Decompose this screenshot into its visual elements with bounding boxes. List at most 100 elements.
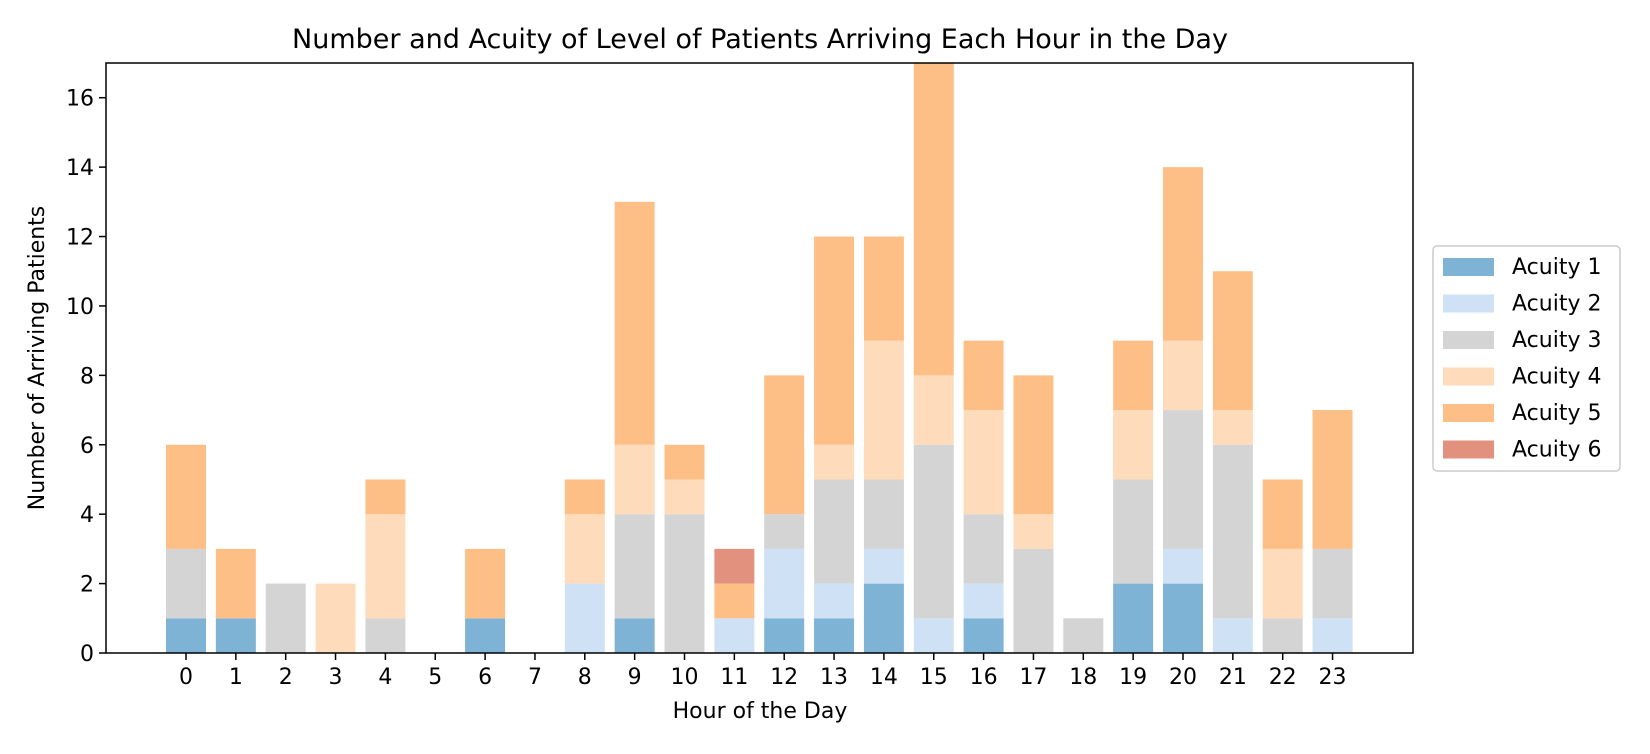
- legend-label-acuity-2: Acuity 2: [1512, 292, 1601, 317]
- bar-hour-12-acuity-5: [764, 375, 805, 515]
- bar-hour-0-acuity-3: [166, 548, 206, 619]
- bar-hour-22-acuity-5: [1262, 479, 1303, 549]
- bar-hour-11-acuity-2: [714, 618, 755, 653]
- legend-label-acuity-6: Acuity 6: [1512, 438, 1601, 463]
- legend-label-acuity-4: Acuity 4: [1512, 365, 1601, 390]
- y-tick-label: 0: [80, 642, 94, 667]
- bar-hour-9-acuity-5: [614, 201, 655, 445]
- bar-hour-0-acuity-5: [166, 444, 206, 549]
- bar-hour-8-acuity-5: [564, 479, 605, 515]
- x-tick-label: 0: [179, 665, 193, 690]
- bar-hour-20-acuity-1: [1163, 583, 1203, 653]
- bar-hour-18-acuity-3: [1063, 618, 1104, 653]
- bar-hour-12-acuity-2: [764, 548, 805, 619]
- bar-hour-17-acuity-3: [1013, 548, 1054, 653]
- bar-hour-1-acuity-1: [215, 618, 256, 653]
- bar-hour-1-acuity-5: [215, 548, 256, 619]
- x-tick-label: 2: [279, 665, 293, 690]
- y-tick-label: 14: [66, 156, 94, 181]
- x-tick-label: 3: [329, 665, 343, 690]
- bar-hour-19-acuity-1: [1113, 583, 1154, 653]
- bar-hour-11-acuity-5: [714, 583, 755, 619]
- bar-hour-13-acuity-1: [814, 618, 855, 653]
- legend-swatch-acuity-4: [1443, 367, 1494, 386]
- x-tick-label: 8: [578, 665, 592, 690]
- x-tick-label: 15: [920, 665, 948, 690]
- bar-hour-21-acuity-3: [1212, 444, 1253, 619]
- bar-hour-14-acuity-5: [863, 236, 904, 341]
- bar-hour-8-acuity-2: [564, 583, 605, 653]
- legend-swatch-acuity-2: [1443, 294, 1494, 313]
- legend-swatch-acuity-3: [1443, 331, 1494, 349]
- x-tick-label: 17: [1019, 665, 1047, 690]
- bar-hour-12-acuity-3: [764, 514, 805, 549]
- bar-hour-22-acuity-4: [1262, 548, 1303, 619]
- bar-hour-23-acuity-3: [1312, 548, 1353, 619]
- bar-hour-21-acuity-5: [1212, 271, 1253, 411]
- chart-title: Number and Acuity of Level of Patients A…: [292, 24, 1228, 55]
- y-tick-label: 16: [66, 87, 94, 112]
- bar-hour-15-acuity-4: [913, 375, 954, 445]
- bar-hour-13-acuity-3: [814, 479, 855, 584]
- bar-hour-14-acuity-2: [863, 548, 904, 584]
- x-tick-label: 10: [671, 665, 699, 690]
- bar-hour-23-acuity-2: [1312, 618, 1353, 653]
- x-tick-label: 7: [528, 665, 542, 690]
- x-tick-label: 6: [478, 665, 492, 690]
- x-tick-label: 11: [720, 665, 748, 690]
- bar-hour-16-acuity-5: [963, 340, 1004, 411]
- bar-hour-13-acuity-4: [814, 444, 855, 480]
- x-axis-title: Hour of the Day: [673, 699, 848, 724]
- x-tick-label: 4: [378, 665, 392, 690]
- y-tick-label: 6: [80, 434, 94, 459]
- bar-hour-2-acuity-3: [265, 583, 306, 653]
- y-tick-label: 10: [66, 295, 94, 320]
- x-tick-label: 14: [870, 665, 898, 690]
- legend: Acuity 1 Acuity 2 Acuity 3 Acuity 4 Acuity 5…: [1432, 245, 1621, 472]
- x-tick-label: 5: [428, 665, 442, 690]
- x-tick-label: 18: [1069, 665, 1097, 690]
- y-tick-label: 12: [66, 226, 94, 251]
- bar-hour-17-acuity-4: [1013, 514, 1054, 549]
- bar-hour-19-acuity-5: [1113, 340, 1154, 411]
- bar-hour-16-acuity-4: [963, 410, 1004, 515]
- x-tick-label: 9: [628, 665, 642, 690]
- bar-hour-10-acuity-5: [664, 444, 705, 480]
- bar-hour-10-acuity-3: [664, 514, 705, 653]
- y-axis: 0 2 4 6 8 10 12 14 16: [66, 87, 106, 667]
- bar-hour-20-acuity-5: [1163, 167, 1203, 341]
- bar-hour-6-acuity-5: [465, 548, 506, 619]
- x-tick-label: 13: [820, 665, 848, 690]
- bar-hour-4-acuity-5: [365, 479, 406, 515]
- bar-hour-23-acuity-5: [1312, 410, 1353, 549]
- bar-hour-17-acuity-5: [1013, 375, 1054, 515]
- legend-swatch-acuity-5: [1443, 404, 1494, 422]
- legend-swatch-acuity-6: [1443, 440, 1494, 459]
- bar-hour-14-acuity-1: [863, 583, 904, 653]
- bar-hour-16-acuity-3: [963, 514, 1004, 584]
- bar-hour-14-acuity-3: [863, 479, 904, 549]
- y-tick-label: 2: [80, 573, 94, 598]
- x-tick-label: 23: [1319, 665, 1347, 690]
- x-tick-label: 16: [970, 665, 998, 690]
- bar-hour-9-acuity-3: [614, 514, 655, 619]
- x-tick-label: 21: [1219, 665, 1247, 690]
- bar-hour-15-acuity-2: [913, 618, 954, 653]
- bar-hour-0-acuity-1: [166, 618, 206, 653]
- bar-hour-20-acuity-3: [1163, 410, 1203, 549]
- bar-hour-11-acuity-6: [714, 548, 755, 584]
- bar-hour-8-acuity-4: [564, 514, 605, 584]
- bar-hour-16-acuity-1: [963, 618, 1004, 653]
- x-tick-label: 22: [1269, 665, 1297, 690]
- bar-hour-12-acuity-1: [764, 618, 805, 653]
- plot-frame: [105, 62, 1414, 654]
- legend-label-acuity-5: Acuity 5: [1512, 401, 1601, 426]
- bar-hour-15-acuity-3: [913, 444, 954, 619]
- bar-hour-20-acuity-2: [1163, 548, 1203, 584]
- bar-hour-20-acuity-4: [1163, 340, 1203, 411]
- bar-hour-15-acuity-5: [913, 63, 954, 376]
- y-axis-title: Number of Arriving Patients: [25, 206, 50, 511]
- bar-hour-21-acuity-4: [1212, 410, 1253, 445]
